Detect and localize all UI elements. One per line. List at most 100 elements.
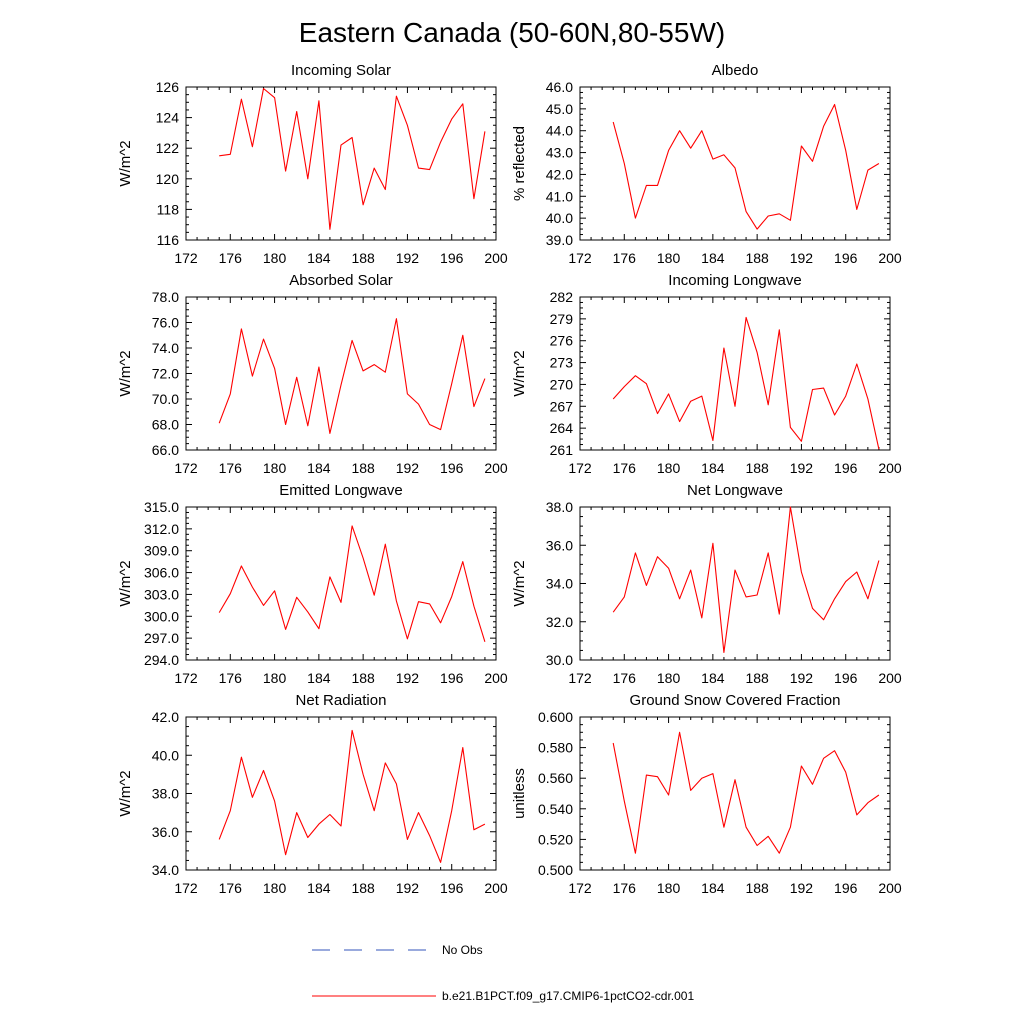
y-axis-label: W/m^2 xyxy=(117,140,134,186)
series-line xyxy=(219,87,486,230)
x-tick-label: 192 xyxy=(396,670,420,686)
x-tick-label: 192 xyxy=(790,670,814,686)
chart-panel-7: Net Radiation W/m^2 172 176 180 184 188 192 196 2… xyxy=(117,692,508,896)
y-tick-label: 34.0 xyxy=(152,862,179,878)
x-tick-label: 180 xyxy=(657,880,681,896)
plot-frame xyxy=(579,296,891,451)
y-tick-label: 38.0 xyxy=(546,499,573,515)
y-tick-label: 294.0 xyxy=(144,652,179,668)
x-tick-label: 196 xyxy=(834,460,858,476)
x-tick-label: 188 xyxy=(351,460,375,476)
series-line xyxy=(612,731,880,854)
y-tick-label: 41.0 xyxy=(546,188,573,204)
y-tick-label: 126 xyxy=(156,79,180,95)
y-tick-label: 0.520 xyxy=(538,831,573,847)
y-tick-label: 43.0 xyxy=(546,145,573,161)
y-tick-label: 36.0 xyxy=(546,537,573,553)
y-tick-label: 270 xyxy=(550,376,574,392)
x-tick-label: 176 xyxy=(219,670,243,686)
plot-frame xyxy=(579,86,891,241)
x-tick-label: 184 xyxy=(701,670,725,686)
x-tick-label: 192 xyxy=(396,250,420,266)
x-tick-label: 172 xyxy=(174,460,198,476)
x-tick-label: 176 xyxy=(219,460,243,476)
series-line xyxy=(612,316,880,450)
x-tick-label: 172 xyxy=(568,670,592,686)
chart-panel-6: Net Longwave W/m^2 172 176 180 184 188 192 196 20… xyxy=(511,482,902,686)
series-line xyxy=(218,525,486,642)
x-tick-label: 200 xyxy=(878,670,902,686)
y-tick-label: 0.580 xyxy=(538,740,573,756)
x-tick-label: 184 xyxy=(307,460,331,476)
plot-frame xyxy=(185,86,497,241)
y-tick-label: 70.0 xyxy=(152,391,179,407)
x-tick-label: 176 xyxy=(219,250,243,266)
x-tick-label: 200 xyxy=(484,670,508,686)
x-tick-label: 180 xyxy=(657,460,681,476)
y-tick-label: 74.0 xyxy=(152,340,179,356)
y-tick-label: 0.500 xyxy=(538,862,573,878)
x-tick-label: 192 xyxy=(396,460,420,476)
y-tick-label: 39.0 xyxy=(546,232,573,248)
x-tick-label: 176 xyxy=(219,880,243,896)
series-line xyxy=(218,318,486,434)
series-line xyxy=(612,506,880,653)
y-tick-label: 40.0 xyxy=(152,747,179,763)
y-tick-label: 38.0 xyxy=(152,786,179,802)
y-tick-label: 44.0 xyxy=(546,123,573,139)
x-tick-label: 200 xyxy=(484,880,508,896)
chart-panel-2: Albedo % reflected 172 176 180 184 188 192 196 20… xyxy=(511,62,902,266)
y-tick-label: 279 xyxy=(550,311,574,327)
y-tick-label: 273 xyxy=(550,355,574,371)
y-axis-label: W/m^2 xyxy=(117,560,134,606)
y-tick-label: 0.540 xyxy=(538,801,573,817)
x-tick-label: 180 xyxy=(657,670,681,686)
panel-title: Net Radiation xyxy=(296,692,387,709)
x-tick-label: 188 xyxy=(745,880,769,896)
y-tick-label: 30.0 xyxy=(546,652,573,668)
x-tick-label: 184 xyxy=(701,460,725,476)
y-tick-label: 297.0 xyxy=(144,630,179,646)
x-tick-label: 172 xyxy=(568,250,592,266)
x-tick-label: 200 xyxy=(484,250,508,266)
chart-panel-1: Incoming Solar W/m^2 172 176 180 184 188 192 196… xyxy=(117,62,508,266)
y-tick-label: 46.0 xyxy=(546,79,573,95)
x-tick-label: 184 xyxy=(701,250,725,266)
x-tick-label: 180 xyxy=(263,670,287,686)
x-tick-label: 180 xyxy=(263,880,287,896)
y-tick-label: 120 xyxy=(156,171,180,187)
x-tick-label: 180 xyxy=(263,460,287,476)
x-tick-label: 196 xyxy=(834,250,858,266)
series-line xyxy=(218,729,486,863)
x-tick-label: 176 xyxy=(613,250,637,266)
y-tick-label: 0.560 xyxy=(538,770,573,786)
plot-frame xyxy=(185,296,497,451)
y-tick-label: 315.0 xyxy=(144,499,179,515)
x-tick-label: 192 xyxy=(790,250,814,266)
x-tick-label: 172 xyxy=(568,880,592,896)
chart-panel-4: Incoming Longwave W/m^2 172 176 180 184 188 192… xyxy=(511,272,902,476)
y-tick-label: 78.0 xyxy=(152,289,179,305)
y-tick-label: 34.0 xyxy=(546,576,573,592)
legend: No Obs b.e21.B1PCT.f09_g17.CMIP6-1pctCO2… xyxy=(312,943,694,1003)
x-tick-label: 200 xyxy=(878,460,902,476)
y-tick-label: 45.0 xyxy=(546,101,573,117)
x-tick-label: 176 xyxy=(613,460,637,476)
x-tick-label: 184 xyxy=(307,880,331,896)
series-line xyxy=(612,103,880,230)
panel-title: Absorbed Solar xyxy=(289,272,392,289)
y-tick-label: 36.0 xyxy=(152,824,179,840)
x-tick-label: 188 xyxy=(745,250,769,266)
panel-grid: Incoming Solar W/m^2 172 176 180 184 188 192 196… xyxy=(117,62,902,896)
y-tick-label: 122 xyxy=(156,140,180,156)
panel-title: Incoming Longwave xyxy=(668,272,801,289)
y-tick-label: 42.0 xyxy=(546,166,573,182)
panel-title: Ground Snow Covered Fraction xyxy=(630,692,841,709)
legend-label-model: b.e21.B1PCT.f09_g17.CMIP6-1pctCO2-cdr.00… xyxy=(442,989,694,1003)
x-tick-label: 172 xyxy=(568,460,592,476)
y-tick-label: 66.0 xyxy=(152,442,179,458)
plot-frame xyxy=(579,716,891,871)
y-axis-label: W/m^2 xyxy=(511,350,528,396)
y-tick-label: 303.0 xyxy=(144,586,179,602)
